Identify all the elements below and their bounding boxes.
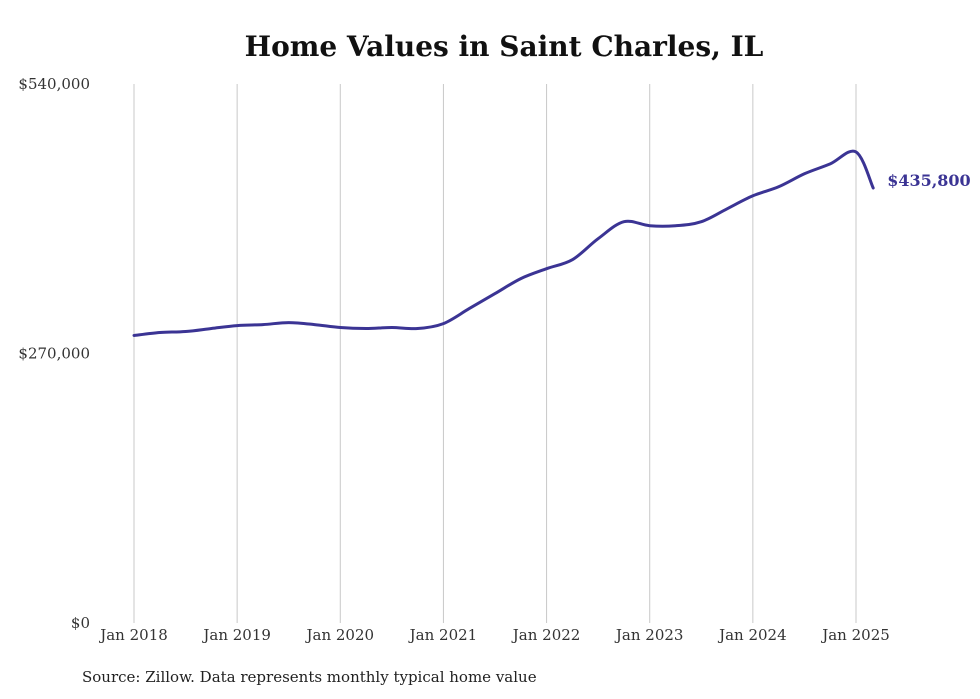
x-tick-label: Jan 2025 — [820, 626, 890, 644]
chart-title: Home Values in Saint Charles, IL — [244, 30, 764, 63]
x-tick-label: Jan 2023 — [614, 626, 684, 644]
end-value-label: $435,800 — [887, 171, 971, 190]
x-tick-label: Jan 2021 — [408, 626, 478, 644]
x-tick-label: Jan 2019 — [201, 626, 271, 644]
y-tick-label: $540,000 — [18, 75, 90, 93]
x-tick-label: Jan 2018 — [98, 626, 168, 644]
x-tick-label: Jan 2020 — [305, 626, 375, 644]
y-tick-label: $0 — [71, 614, 90, 632]
series-line — [132, 149, 875, 337]
x-tick-label: Jan 2024 — [717, 626, 787, 644]
y-tick-label: $270,000 — [18, 345, 90, 363]
x-tick-label: Jan 2022 — [511, 626, 581, 644]
source-note: Source: Zillow. Data represents monthly … — [82, 668, 537, 686]
